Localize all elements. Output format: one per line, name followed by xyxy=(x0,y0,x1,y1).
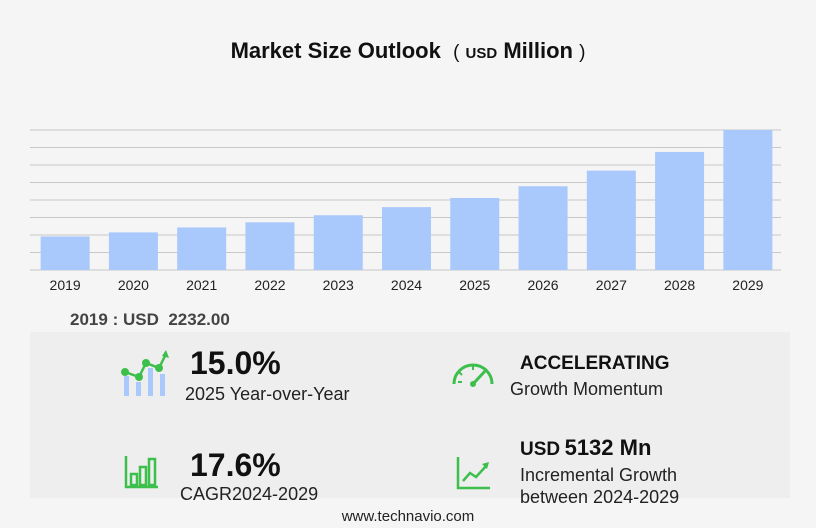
bar-2020 xyxy=(108,232,158,270)
x-tick-label: 2022 xyxy=(254,277,285,293)
cagr-label-b: 2024-2029 xyxy=(232,484,319,504)
incremental-prefix: USD xyxy=(520,439,561,460)
x-tick-label: 2019 xyxy=(50,277,81,293)
incremental-label-1: Incremental Growth xyxy=(520,465,678,485)
yoy-value: 15.0% xyxy=(190,345,281,381)
bar-2027 xyxy=(586,170,636,270)
title-text: Market Size Outlook xyxy=(230,38,441,63)
bar-2026 xyxy=(518,186,568,270)
incremental-value: USD 5132 Mn xyxy=(520,435,651,461)
bar-2028 xyxy=(655,151,705,270)
incremental-amount: 5132 Mn xyxy=(564,435,652,460)
cagr-label-a: CAGR xyxy=(180,484,233,504)
incremental-label-2: between 2024-2029 xyxy=(520,487,680,507)
chart-title: Market Size Outlook ( USD Million ) xyxy=(0,38,816,64)
base-value: 2019 : USD 2232.00 xyxy=(70,310,230,330)
stats-panel xyxy=(30,332,790,498)
bar-chart: 2019 2020 2021 2022 2023 2024 2025 2026 2027 2028… xyxy=(30,129,781,293)
momentum-label: Growth Momentum xyxy=(510,379,664,399)
bar-2021 xyxy=(177,227,227,270)
bar-chart-icon xyxy=(124,456,158,489)
x-tick-label: 2029 xyxy=(732,277,763,293)
paren-close: ) xyxy=(579,42,586,63)
bar-2025 xyxy=(450,197,500,270)
growth-dots-icon xyxy=(121,350,169,396)
unit-label: Million xyxy=(503,38,573,63)
base-amount: 2232.00 xyxy=(168,310,230,329)
cagr-value: 17.6% xyxy=(190,447,281,483)
bar-2029 xyxy=(723,130,773,270)
trend-line-icon xyxy=(456,457,490,490)
paren-open: ( xyxy=(453,42,460,63)
x-tick-label: 2028 xyxy=(664,277,695,293)
x-tick-label: 2025 xyxy=(459,277,490,293)
cagr-label: CAGR2024-2029 xyxy=(180,484,318,505)
unit-prefix: USD xyxy=(465,45,498,62)
yoy-label: 2025 Year-over-Year xyxy=(185,384,350,404)
x-tick-label: 2027 xyxy=(596,277,627,293)
bar-2019 xyxy=(40,236,90,270)
speedometer-icon xyxy=(452,363,494,387)
bar-2022 xyxy=(245,222,295,270)
base-year: 2019 xyxy=(70,310,108,329)
footer-url: www.technavio.com xyxy=(341,508,475,525)
x-tick-label: 2020 xyxy=(118,277,149,293)
x-tick-label: 2024 xyxy=(391,277,422,293)
x-tick-label: 2021 xyxy=(186,277,217,293)
x-tick-label: 2023 xyxy=(323,277,354,293)
momentum-value: ACCELERATING xyxy=(520,353,670,374)
x-tick-label: 2026 xyxy=(527,277,558,293)
bar-2024 xyxy=(382,207,431,270)
base-currency: USD xyxy=(122,310,159,329)
base-sep: : xyxy=(112,310,119,329)
bar-2023 xyxy=(313,215,363,270)
